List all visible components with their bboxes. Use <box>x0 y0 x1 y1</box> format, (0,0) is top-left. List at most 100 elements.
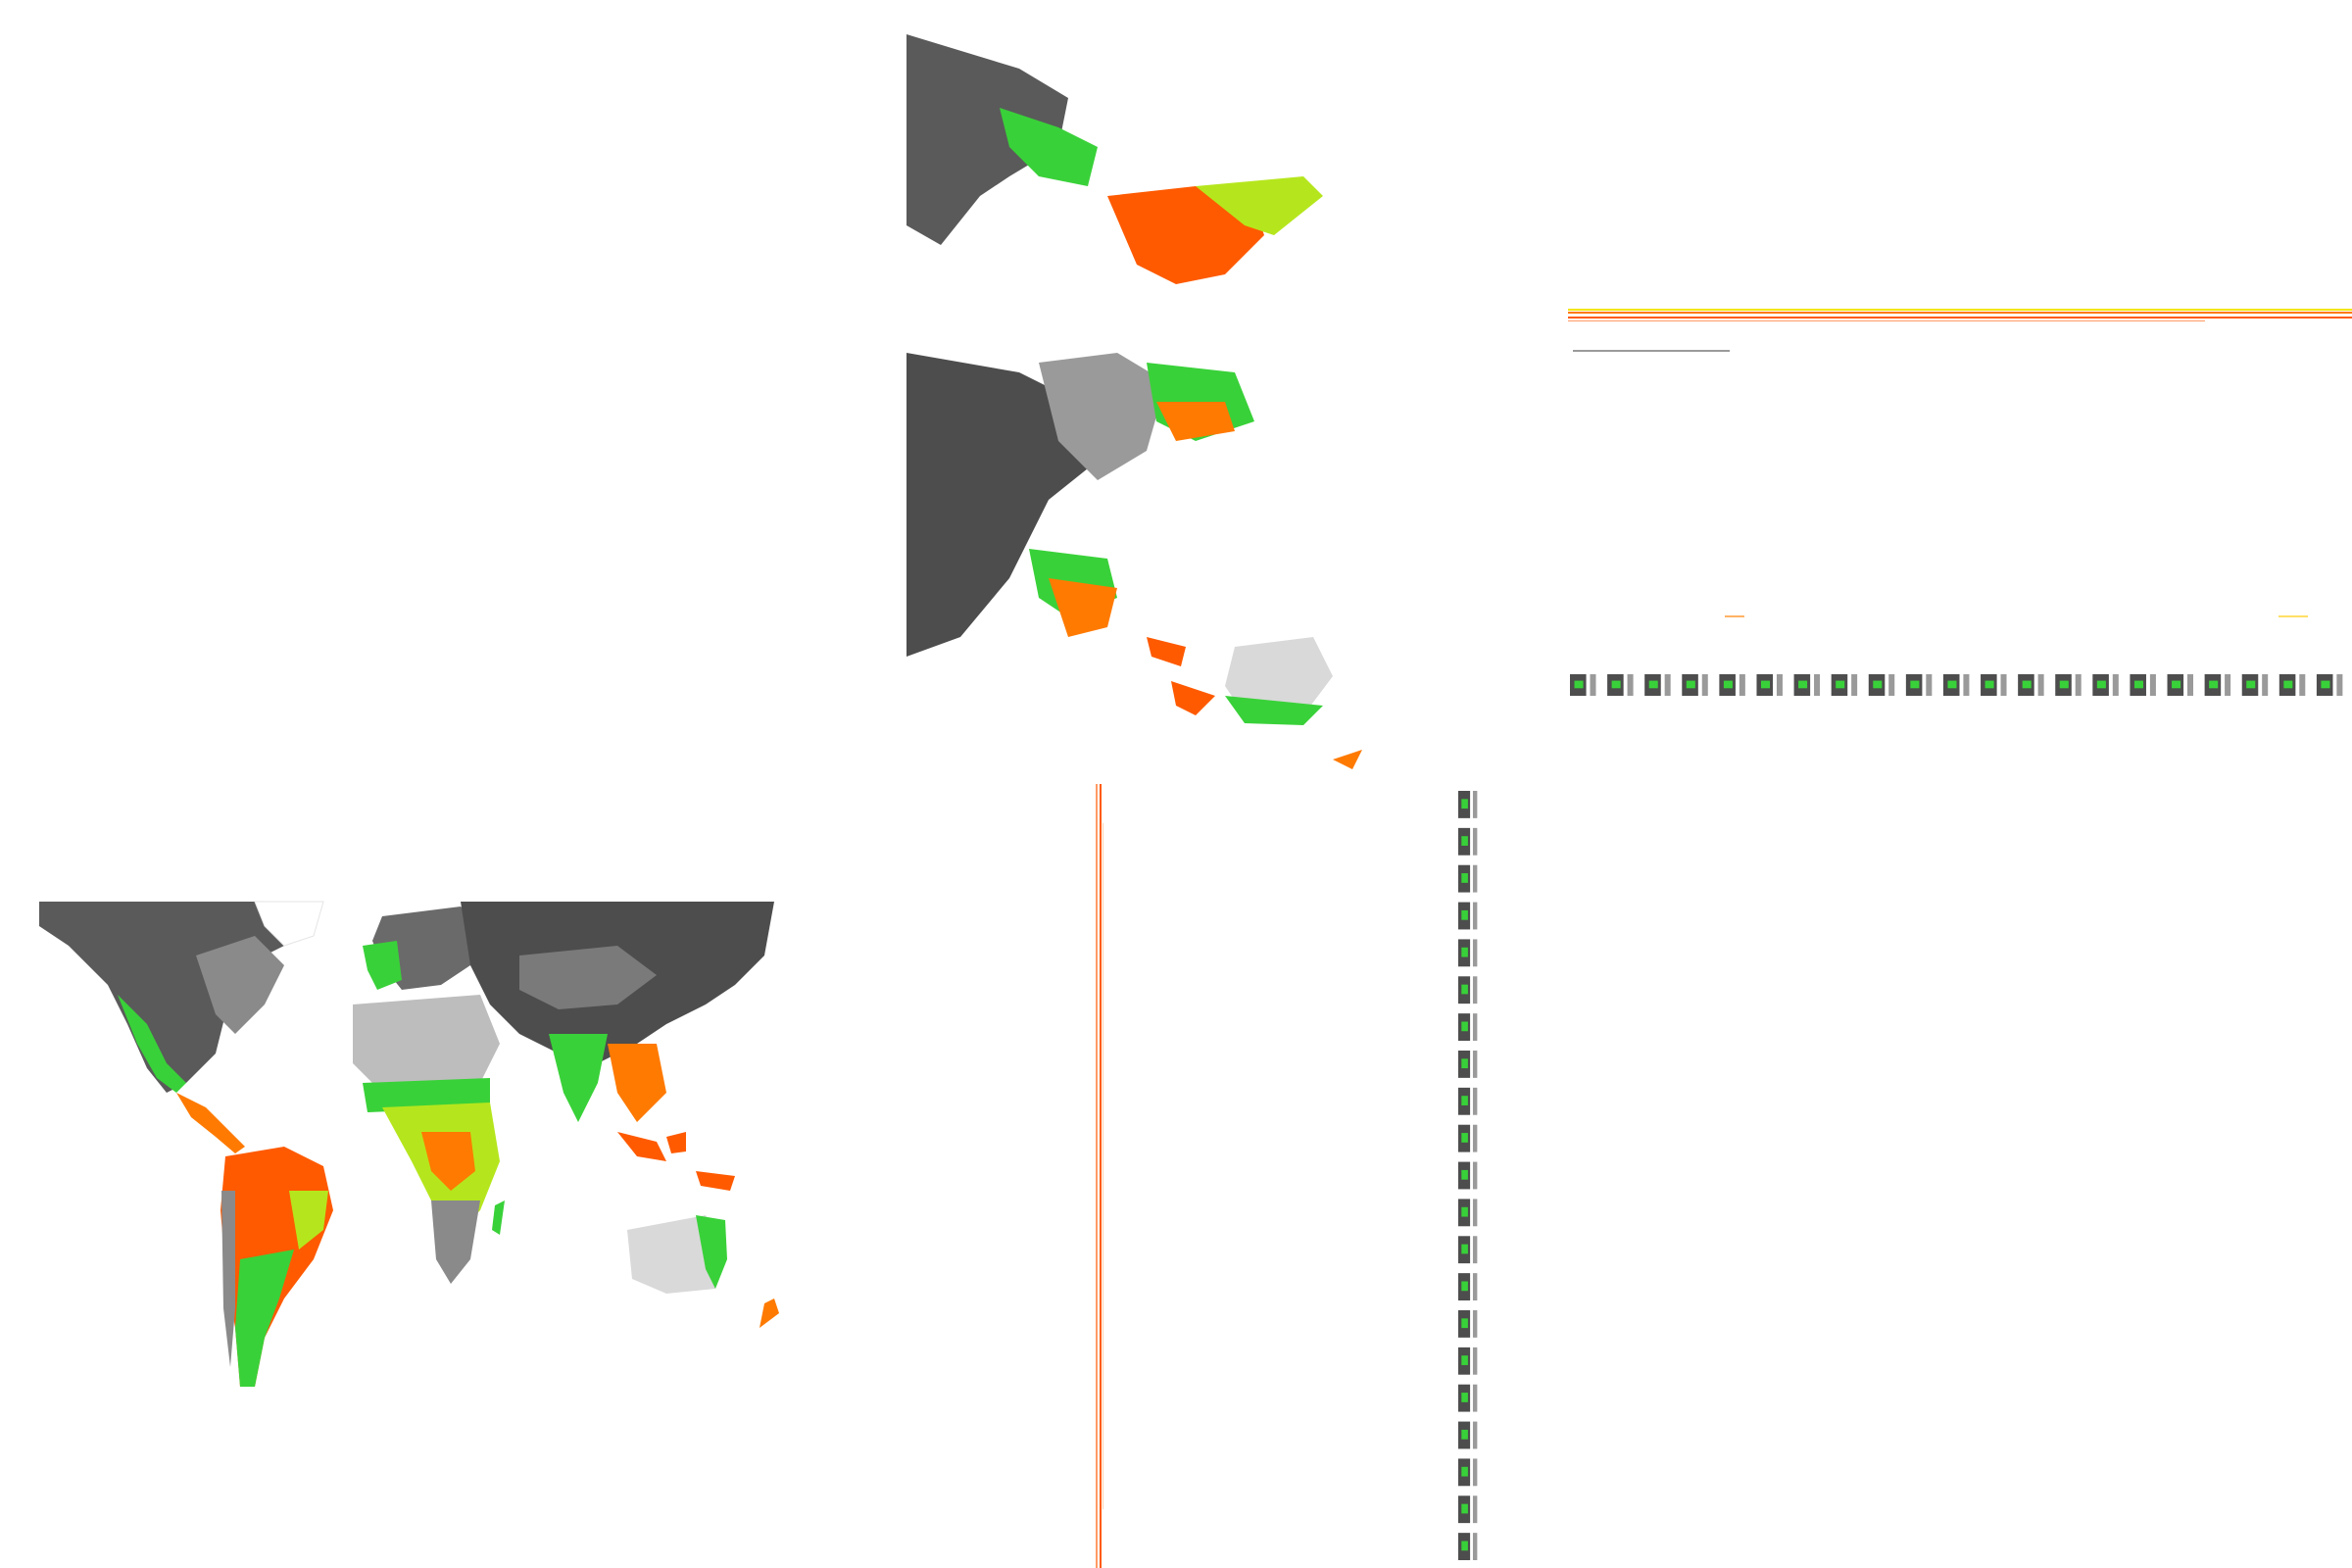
thumbnail-secondary <box>1472 1533 1478 1560</box>
thumbnail-secondary <box>1472 791 1478 818</box>
rotated-landmass-mid-gray <box>906 353 1098 657</box>
vertical-thumbnail <box>1458 1236 1478 1264</box>
thumbnail-secondary <box>2000 674 2007 696</box>
thumbnail-secondary <box>1472 1161 1478 1190</box>
horizontal-thumbnail <box>2092 674 2119 696</box>
southeast-asia <box>608 1044 666 1122</box>
thumbnail-secondary <box>1472 1013 1478 1041</box>
vertical-thumbnail <box>1458 1161 1478 1190</box>
thumbnail-vegetation <box>1461 873 1468 883</box>
strip-line-4 <box>1568 320 2205 321</box>
horizontal-thumbnail <box>1981 674 2007 696</box>
thumbnail-secondary <box>1590 674 1596 696</box>
asia-central <box>519 946 657 1009</box>
thumbnail-vegetation <box>1686 680 1695 689</box>
rotated-landmass-nz <box>1333 750 1362 769</box>
thumbnail-secondary <box>1776 674 1783 696</box>
thumbnail-secondary <box>1472 939 1478 967</box>
africa-core <box>421 1132 475 1191</box>
vertical-thumbnail <box>1458 1199 1478 1227</box>
horizontal-thumbnail <box>2055 674 2082 696</box>
thumbnail-vegetation <box>1461 1318 1468 1329</box>
vertical-thumbnail <box>1458 1421 1478 1449</box>
vertical-thumbnail <box>1458 1347 1478 1375</box>
thumbnail-vegetation <box>1461 1393 1468 1402</box>
thumbnail-vegetation <box>1947 680 1957 689</box>
strip-speck-2 <box>2278 615 2308 617</box>
north-america-east <box>196 936 284 1034</box>
rotated-landmass-top-green <box>1000 108 1098 186</box>
thumbnail-secondary <box>1739 674 1745 696</box>
thumbnail-vegetation <box>1461 1466 1468 1477</box>
thumbnail-vegetation <box>1461 984 1468 995</box>
thumbnail-secondary <box>1664 674 1671 696</box>
thumbnail-secondary <box>2225 674 2231 696</box>
horizontal-thumbnail <box>1942 674 1970 696</box>
thumbnail-vegetation <box>1461 1058 1468 1069</box>
thumbnail-secondary <box>1472 1124 1478 1152</box>
thumbnail-vegetation <box>1461 909 1468 920</box>
thumbnail-secondary <box>2299 674 2306 696</box>
greenland <box>254 901 324 947</box>
horizontal-thumbnail <box>1719 674 1745 696</box>
new-zealand <box>760 1298 779 1328</box>
strip-speck-1 <box>1725 615 1744 617</box>
thumbnail-vegetation <box>2283 680 2293 689</box>
europe <box>372 906 490 990</box>
thumbnail-secondary <box>2075 674 2082 696</box>
vertical-thumbnails-panel <box>1454 789 1484 1568</box>
thumbnail-secondary <box>1627 674 1634 696</box>
thumbnail-vegetation <box>1461 836 1468 846</box>
horizontal-thumbnail <box>1644 674 1671 696</box>
world-map-rotated-panel <box>902 29 1431 774</box>
rotated-map-icon <box>906 34 1362 769</box>
thumbnail-secondary <box>2186 674 2194 696</box>
rotated-landmass-mid-desert <box>1039 353 1166 480</box>
horizontal-thumbnails-panel <box>1568 668 2352 708</box>
rotated-landmass-top-orange <box>1107 186 1264 284</box>
europe-west-green <box>363 941 402 990</box>
thumbnail-secondary <box>2262 674 2269 696</box>
thumbnail-vegetation <box>1611 680 1621 689</box>
thumbnail-secondary <box>1472 827 1478 856</box>
horizontal-thumbnail <box>2204 674 2231 696</box>
thumbnail-vegetation <box>1461 1281 1468 1292</box>
horizontal-thumbnail <box>1793 674 1821 696</box>
thumbnail-vegetation <box>1461 1503 1468 1514</box>
thumbnail-vegetation <box>1461 1541 1468 1551</box>
thumbnail-secondary <box>1472 1273 1478 1300</box>
thumbnail-vegetation <box>1461 1133 1468 1143</box>
vertical-thumbnail <box>1458 1384 1478 1412</box>
australia-coast-green <box>696 1215 727 1289</box>
thumbnail-secondary <box>1963 674 1970 696</box>
vstrip-line-3 <box>1102 823 1103 1509</box>
thumbnail-secondary <box>1472 1310 1478 1338</box>
indonesia-2 <box>666 1132 686 1153</box>
south-america-east-green <box>289 1191 328 1250</box>
thumbnail-vegetation <box>1760 680 1771 689</box>
thumbnail-secondary <box>1472 902 1478 930</box>
world-map-panel <box>29 897 804 1416</box>
horizontal-thumbnail <box>1570 674 1596 696</box>
thumbnail-secondary <box>1472 1087 1478 1115</box>
thumbnail-secondary <box>1814 674 1821 696</box>
vstrip-line-1 <box>1096 784 1098 1568</box>
vstrip-line-2 <box>1100 784 1102 1568</box>
thumbnail-vegetation <box>1910 680 1920 689</box>
vertical-thumbnail <box>1458 902 1478 930</box>
world-map-icon <box>39 901 779 1387</box>
vertical-thumbnail <box>1458 1533 1478 1560</box>
thumbnail-vegetation <box>1723 680 1733 689</box>
vertical-thumbnail <box>1458 791 1478 818</box>
thumbnail-secondary <box>1472 1051 1478 1078</box>
south-america-andes <box>221 1191 235 1367</box>
thumbnail-vegetation <box>1461 1021 1468 1032</box>
horizontal-thumbnail <box>2167 674 2194 696</box>
thumbnail-vegetation <box>1461 1244 1468 1254</box>
vertical-thumbnail <box>1458 1051 1478 1078</box>
horizontal-thumbnail <box>2241 674 2269 696</box>
indonesia-3 <box>696 1171 735 1191</box>
thumbnail-secondary <box>2112 674 2119 696</box>
thumbnail-vegetation <box>1798 680 1808 689</box>
thumbnail-icon <box>1458 791 1478 1560</box>
